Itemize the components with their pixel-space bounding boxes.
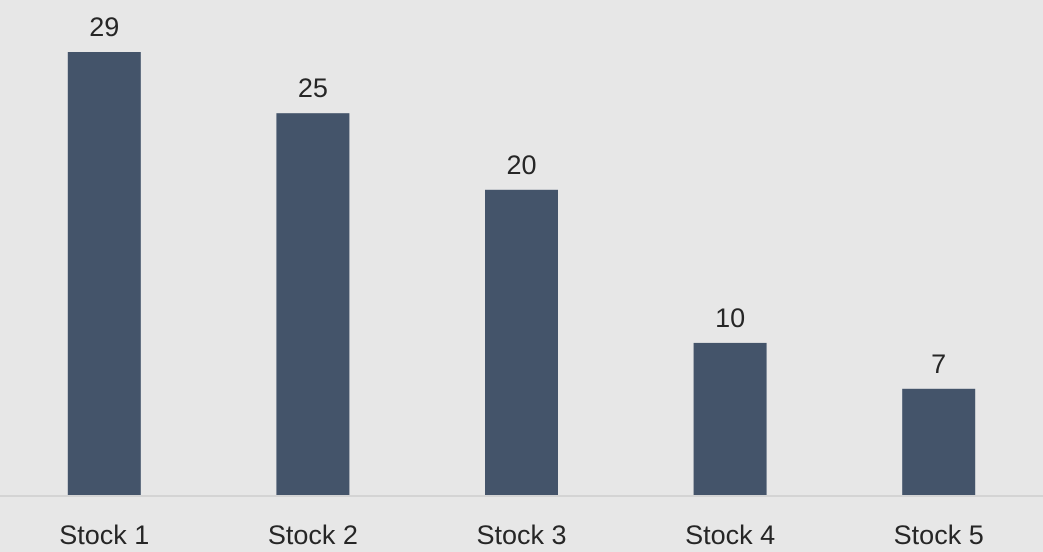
x-tick-label-stock-2: Stock 2	[268, 520, 358, 550]
bar-stock-3	[485, 189, 558, 497]
x-tick-label-stock-1: Stock 1	[59, 520, 149, 550]
data-label-stock-2: 25	[298, 73, 328, 103]
category-labels-group: Stock 1 Stock 2 Stock 3 Stock 4 Stock 5	[59, 520, 983, 550]
data-label-stock-4: 10	[715, 303, 745, 333]
data-label-stock-5: 7	[931, 349, 946, 379]
x-tick-label-stock-5: Stock 5	[894, 520, 984, 550]
bar-stock-4	[693, 342, 767, 496]
bars-group	[67, 52, 976, 497]
bar-stock-5	[902, 388, 976, 496]
bar-stock-1	[67, 52, 141, 496]
data-labels-group: 29 25 20 10 7	[89, 12, 946, 379]
x-tick-label-stock-3: Stock 3	[476, 520, 566, 550]
data-label-stock-1: 29	[89, 12, 119, 42]
bar-stock-2	[276, 113, 350, 496]
data-label-stock-3: 20	[506, 150, 536, 180]
x-tick-label-stock-4: Stock 4	[685, 520, 775, 550]
